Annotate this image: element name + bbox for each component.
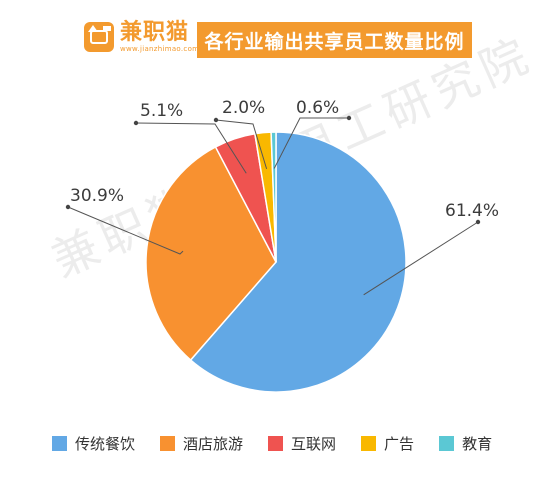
legend-swatch-5 — [439, 436, 455, 451]
brand-logo: 兼职猫 www.jianzhimao.com — [84, 21, 199, 53]
chart-title: 各行业输出共享员工数量比例 — [204, 30, 465, 53]
leader-line-5 — [273, 117, 349, 169]
legend-item-5: 教育 — [439, 433, 492, 454]
cat-logo-icon — [84, 22, 114, 52]
legend-item-1: 传统餐饮 — [52, 433, 135, 454]
brand-name: 兼职猫 — [120, 20, 190, 45]
legend-label-4: 广告 — [384, 435, 415, 453]
leader-line-4 — [215, 119, 268, 170]
legend-label-1: 传统餐饮 — [75, 435, 136, 453]
legend-item-2: 酒店旅游 — [160, 433, 243, 454]
data-label-2: 30.9% — [70, 186, 124, 206]
legend-item-4: 广告 — [361, 433, 414, 454]
brand-url: www.jianzhimao.com — [120, 45, 200, 53]
leader-dot-5 — [346, 115, 352, 121]
leader-line-3 — [135, 122, 247, 174]
data-label-1: 61.4% — [445, 201, 499, 221]
leader-dot-4 — [213, 117, 219, 123]
leader-line-2 — [67, 206, 184, 255]
data-label-3: 5.1% — [140, 101, 183, 121]
legend-label-3: 互联网 — [291, 435, 337, 453]
legend-item-3: 互联网 — [268, 433, 336, 454]
leader-dot-1 — [475, 219, 481, 225]
legend-swatch-1 — [52, 436, 67, 451]
leader-dot-3 — [133, 120, 139, 126]
data-label-4: 2.0% — [222, 98, 265, 118]
legend-swatch-4 — [361, 436, 377, 451]
legend-swatch-3 — [268, 436, 284, 451]
leader-dot-2 — [65, 204, 71, 210]
legend-label-5: 教育 — [462, 435, 493, 453]
chart-title-box: 各行业输出共享员工数量比例 — [197, 22, 472, 58]
data-label-5: 0.6% — [296, 98, 339, 118]
pie-slice-1 — [189, 131, 407, 393]
legend-label-2: 酒店旅游 — [183, 435, 244, 453]
leader-line-1 — [363, 221, 479, 296]
chart-legend: 传统餐饮 酒店旅游 互联网 广告 教育 — [52, 433, 517, 454]
pie-slice-5 — [270, 131, 277, 263]
legend-swatch-2 — [160, 436, 176, 451]
